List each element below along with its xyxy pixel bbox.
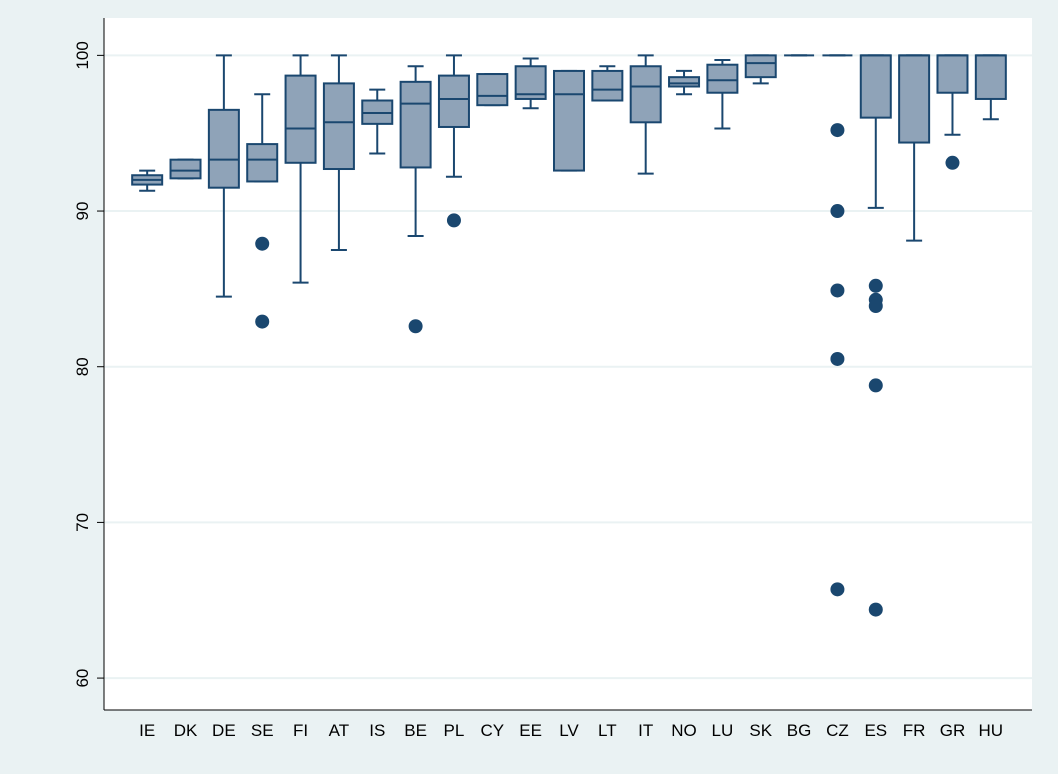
x-tick-label: DE xyxy=(212,721,236,740)
y-tick-label: 80 xyxy=(73,357,92,376)
box xyxy=(591,69,624,102)
x-tick-label: ES xyxy=(864,721,887,740)
outlier xyxy=(868,378,883,393)
outlier xyxy=(830,204,845,219)
x-tick-label: BG xyxy=(787,721,812,740)
y-tick-label: 60 xyxy=(73,669,92,688)
x-tick-label: HU xyxy=(979,721,1004,740)
outlier xyxy=(868,278,883,293)
x-tick-label: SK xyxy=(749,721,772,740)
x-tick-label: CZ xyxy=(826,721,849,740)
box xyxy=(169,158,202,180)
box xyxy=(322,82,355,171)
outlier xyxy=(830,582,845,597)
outlier xyxy=(830,351,845,366)
outlier xyxy=(830,123,845,138)
box xyxy=(744,54,777,79)
outlier xyxy=(868,299,883,314)
box xyxy=(399,80,432,169)
x-tick-label: EE xyxy=(519,721,542,740)
x-tick-label: CY xyxy=(480,721,504,740)
x-tick-label: LV xyxy=(559,721,579,740)
x-tick-label: NO xyxy=(671,721,697,740)
box xyxy=(476,73,509,107)
x-tick-label: IE xyxy=(139,721,155,740)
y-tick-label: 90 xyxy=(73,202,92,221)
box xyxy=(974,54,1007,100)
x-tick-label: SE xyxy=(251,721,274,740)
box xyxy=(246,143,279,183)
x-tick-label: IT xyxy=(638,721,653,740)
x-tick-label: PL xyxy=(444,721,465,740)
x-tick-label: GR xyxy=(940,721,966,740)
box xyxy=(284,74,317,164)
x-tick-label: AT xyxy=(329,721,349,740)
box xyxy=(207,108,240,189)
box xyxy=(437,74,470,128)
x-tick-label: DK xyxy=(174,721,198,740)
outlier xyxy=(255,314,270,329)
box xyxy=(553,69,585,172)
outlier xyxy=(945,155,960,170)
x-tick-label: LT xyxy=(598,721,617,740)
outlier xyxy=(830,283,845,298)
y-tick-label: 100 xyxy=(73,41,92,69)
box xyxy=(706,63,739,94)
x-tick-label: LU xyxy=(712,721,734,740)
box xyxy=(898,54,931,144)
box xyxy=(668,76,701,88)
outlier xyxy=(446,213,461,228)
y-tick-label: 70 xyxy=(73,513,92,532)
box xyxy=(936,54,969,94)
outlier xyxy=(408,319,423,334)
x-tick-label: IS xyxy=(369,721,385,740)
x-tick-label: FI xyxy=(293,721,308,740)
x-tick-label: FR xyxy=(903,721,926,740)
box xyxy=(629,65,662,124)
outlier xyxy=(255,236,270,251)
x-tick-label: BE xyxy=(404,721,427,740)
outlier xyxy=(868,602,883,617)
box xyxy=(859,54,892,119)
